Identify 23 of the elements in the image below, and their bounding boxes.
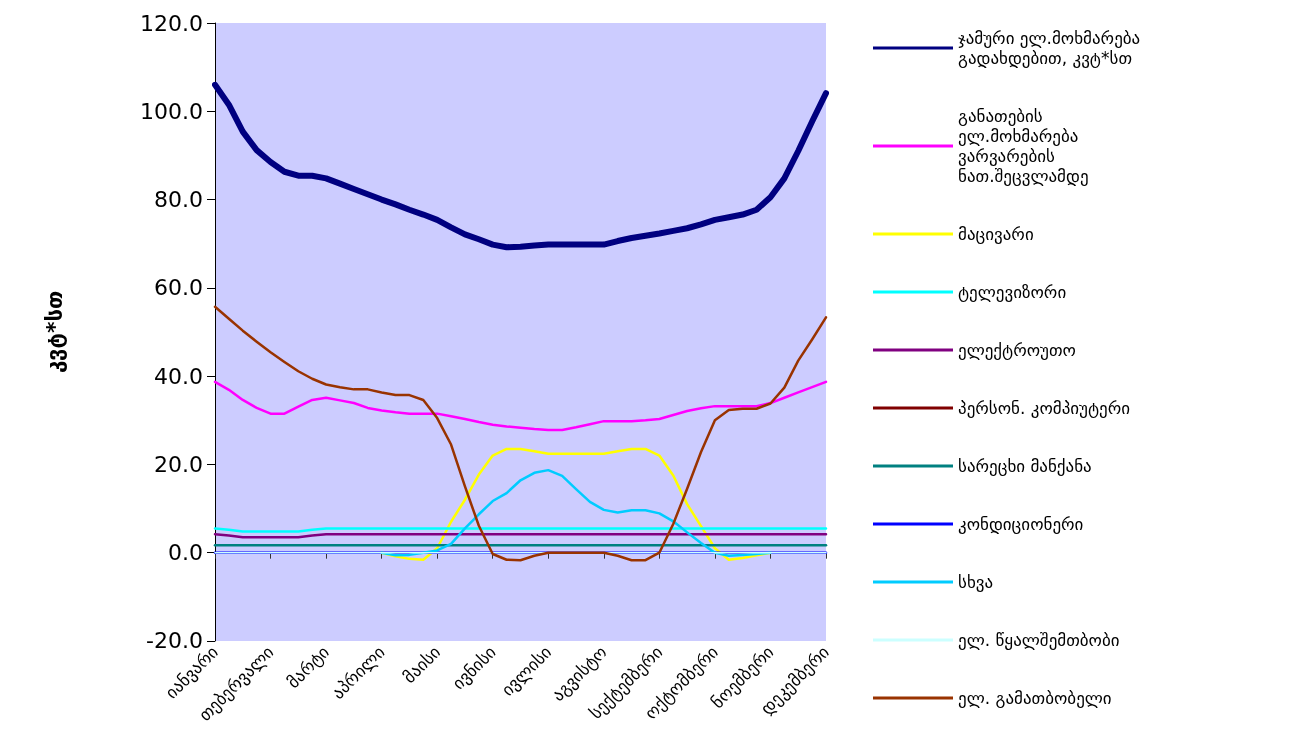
legend-label: ელექტროუთო	[958, 340, 1076, 360]
legend-label: კონდიციონერი	[958, 514, 1084, 534]
legend-label: ელ. წყალშემთბობი	[958, 630, 1120, 650]
legend-label: პერსონ. კომპიუტერი	[958, 398, 1131, 418]
y-tick-label: 120.0	[140, 10, 203, 36]
legend-label: მაცივარი	[958, 224, 1034, 244]
legend-label: ტელევიზორი	[958, 282, 1067, 302]
y-tick-label: 40.0	[154, 363, 203, 389]
y-axis-title: კვტ*სთ	[41, 290, 67, 374]
y-tick-label: -20.0	[146, 628, 203, 654]
legend-label: განათების ელ.მოხმარება ვარვარების ნათ.შეცვლამდე	[958, 106, 1089, 186]
y-tick-label: 60.0	[154, 275, 203, 301]
line-series	[380, 468, 772, 558]
line-series	[213, 305, 828, 562]
legend-label: ელ. გამათბობელი	[958, 688, 1112, 708]
line-series	[213, 380, 828, 432]
y-tick-label: 20.0	[154, 451, 203, 477]
legend-label: სარეცხი მანქანა	[958, 456, 1092, 476]
legend-label: ჯამური ელ.მოხმარება გადახდებით, კვტ*სთ	[958, 28, 1146, 68]
y-tick-label: 0.0	[168, 540, 203, 566]
y-tick-label: 100.0	[140, 98, 203, 124]
y-tick-label: 80.0	[154, 187, 203, 213]
legend-label: სხვა	[958, 572, 994, 592]
